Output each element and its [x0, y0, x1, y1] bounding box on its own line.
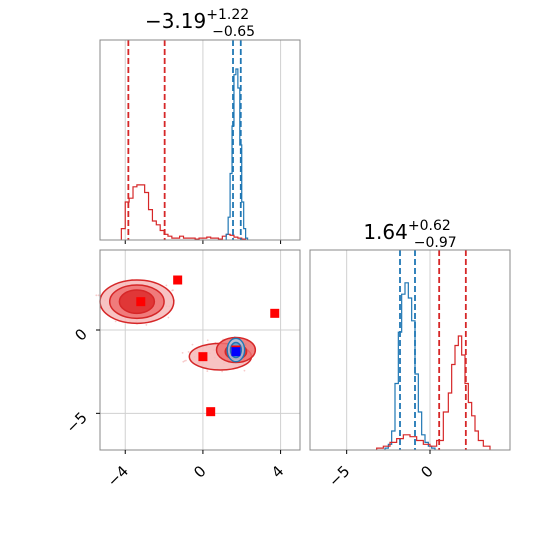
scatter-point — [185, 359, 187, 362]
title-plus: +0.62 — [408, 218, 451, 234]
scatter-point — [172, 289, 174, 292]
title-minus: −0.65 — [212, 24, 255, 40]
marker-group — [136, 275, 280, 417]
tick-group: −5 0 — [325, 450, 437, 490]
histogram-step — [384, 282, 436, 450]
title-median: −3.19 — [145, 9, 206, 33]
panel-title: 1.64+0.62 −0.97 — [363, 218, 456, 251]
scatter-point — [221, 370, 224, 373]
axes-frame — [99, 39, 301, 241]
scatter-point — [206, 370, 209, 373]
y-tick-label: 0 — [71, 325, 90, 344]
y-tick-label: −5 — [62, 408, 90, 436]
grid-lines — [124, 40, 282, 244]
red-square-marker — [136, 297, 146, 307]
scatter-point — [145, 324, 148, 326]
title-minus: −0.97 — [414, 235, 457, 251]
scatter-point — [191, 343, 194, 346]
title-plus: +1.22 — [206, 7, 249, 23]
panel-title: −3.19+1.22 −0.65 — [145, 7, 255, 40]
histogram-step — [120, 184, 247, 240]
red-square-marker — [173, 275, 183, 285]
scatter-point — [165, 284, 168, 287]
x-tick-label: −4 — [104, 462, 132, 490]
axes-frame — [99, 249, 301, 451]
red-square-marker — [206, 407, 216, 417]
scatter-point — [182, 360, 185, 363]
panel-top-left: −3.19+1.22 −0.65 — [99, 7, 301, 244]
scatter-point — [187, 351, 190, 353]
x-tick-label: 0 — [417, 462, 436, 481]
red-square-marker — [198, 352, 208, 362]
x-tick-label: −5 — [325, 462, 353, 490]
contour-group — [99, 279, 257, 371]
grid-lines — [346, 250, 431, 450]
scatter-point — [114, 320, 117, 323]
x-tick-label: 0 — [190, 462, 209, 481]
scatter-point — [95, 294, 98, 297]
scatter-point — [181, 352, 184, 354]
histogram-series-group — [120, 40, 249, 240]
panel-bottom-left: −4 0 4 0 −5 — [62, 249, 301, 490]
scatter-point — [243, 369, 246, 372]
histogram-step — [225, 68, 249, 240]
red-square-marker — [270, 308, 280, 318]
histogram-step — [376, 335, 491, 450]
title-median: 1.64 — [363, 220, 408, 244]
blue-square-marker — [231, 347, 241, 357]
panel-bottom-right: −5 0 1.64+0.62 −0.97 — [309, 218, 511, 490]
x-tick-label: 4 — [268, 462, 287, 481]
scatter-point — [206, 339, 209, 342]
axes-frame — [309, 249, 511, 451]
scatter-point — [97, 294, 100, 297]
histogram-series-group — [376, 250, 491, 450]
scatter-point — [167, 316, 170, 319]
